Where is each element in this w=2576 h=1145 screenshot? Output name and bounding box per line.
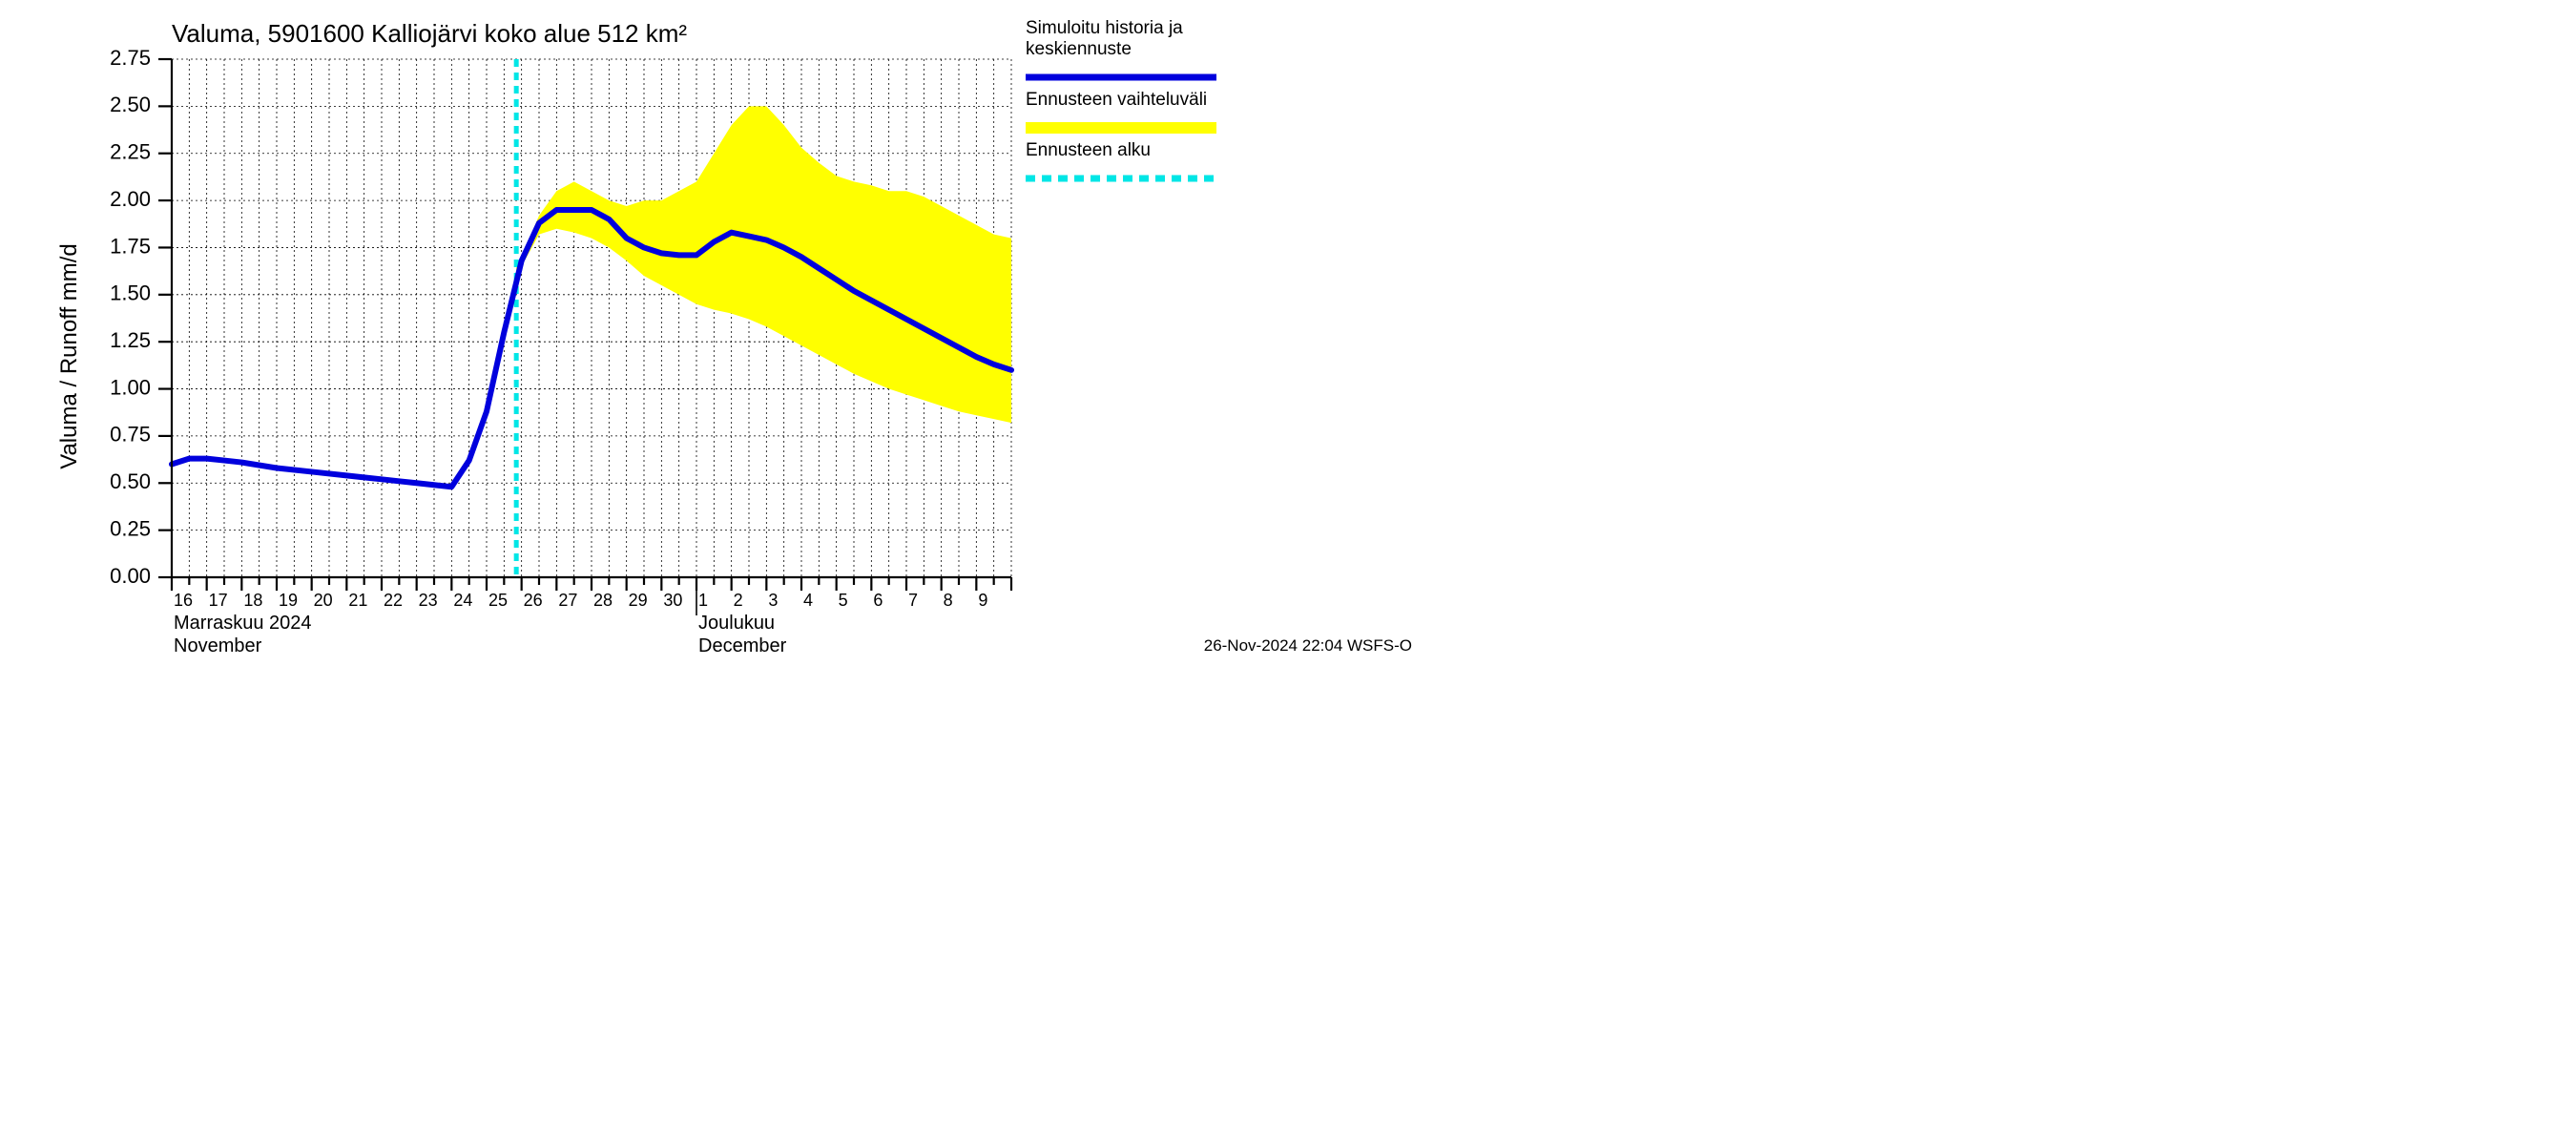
month-label-fi: Marraskuu 2024 bbox=[174, 613, 312, 634]
y-tick-label: 2.25 bbox=[110, 140, 151, 164]
legend-label: Simuloitu historia ja bbox=[1026, 18, 1183, 38]
x-tick-label: 19 bbox=[279, 591, 298, 610]
x-tick-label: 26 bbox=[524, 591, 543, 610]
y-tick-label: 0.75 bbox=[110, 423, 151, 447]
y-tick-label: 1.75 bbox=[110, 234, 151, 258]
x-tick-label: 27 bbox=[558, 591, 577, 610]
legend-swatch-band bbox=[1026, 122, 1216, 134]
chart-svg: 0.00 0.25 0.50 0.75 1.00 1.25 1.50 1.75 2.00 2.25… bbox=[0, 0, 1431, 668]
y-tick-label: 0.00 bbox=[110, 564, 151, 588]
y-tick-label: 0.50 bbox=[110, 469, 151, 493]
x-tick-label: 21 bbox=[348, 591, 367, 610]
x-tick-label: 28 bbox=[593, 591, 613, 610]
x-tick-label: 24 bbox=[453, 591, 472, 610]
x-tick-label: 5 bbox=[839, 591, 848, 610]
y-tick-label: 1.00 bbox=[110, 375, 151, 399]
x-tick-label: 3 bbox=[768, 591, 778, 610]
x-tick-label: 30 bbox=[663, 591, 682, 610]
timestamp-label: 26-Nov-2024 22:04 WSFS-O bbox=[1204, 636, 1412, 655]
legend-label: keskiennuste bbox=[1026, 39, 1132, 59]
y-tick-label: 2.00 bbox=[110, 187, 151, 211]
x-tick-label: 29 bbox=[629, 591, 648, 610]
y-tick-label: 2.50 bbox=[110, 93, 151, 116]
x-tick-label: 8 bbox=[944, 591, 953, 610]
legend-label: Ennusteen alku bbox=[1026, 140, 1151, 160]
x-tick-label: 7 bbox=[908, 591, 918, 610]
y-tick-label: 1.25 bbox=[110, 328, 151, 352]
x-tick-label: 20 bbox=[314, 591, 333, 610]
legend-label: Ennusteen vaihteluväli bbox=[1026, 90, 1207, 110]
runoff-chart: 0.00 0.25 0.50 0.75 1.00 1.25 1.50 1.75 2.00 2.25… bbox=[0, 0, 1431, 668]
x-tick-label: 4 bbox=[803, 591, 813, 610]
x-tick-label: 2 bbox=[734, 591, 743, 610]
x-tick-label: 23 bbox=[419, 591, 438, 610]
chart-title: Valuma, 5901600 Kalliojärvi koko alue 51… bbox=[172, 19, 687, 48]
x-tick-label: 16 bbox=[174, 591, 193, 610]
y-tick-label: 0.25 bbox=[110, 516, 151, 540]
month-label-en: November bbox=[174, 635, 262, 656]
x-tick-label: 25 bbox=[488, 591, 508, 610]
month-label-en: December bbox=[698, 635, 787, 656]
y-tick-label: 2.75 bbox=[110, 46, 151, 70]
x-tick-label: 22 bbox=[384, 591, 403, 610]
x-tick-label: 18 bbox=[243, 591, 262, 610]
month-label-fi: Joulukuu bbox=[698, 613, 775, 634]
x-tick-label: 17 bbox=[209, 591, 228, 610]
x-tick-label: 1 bbox=[698, 591, 708, 610]
y-axis-label: Valuma / Runoff mm/d bbox=[56, 243, 82, 469]
x-tick-label: 9 bbox=[978, 591, 987, 610]
x-tick-label: 6 bbox=[873, 591, 883, 610]
y-tick-label: 1.50 bbox=[110, 281, 151, 305]
